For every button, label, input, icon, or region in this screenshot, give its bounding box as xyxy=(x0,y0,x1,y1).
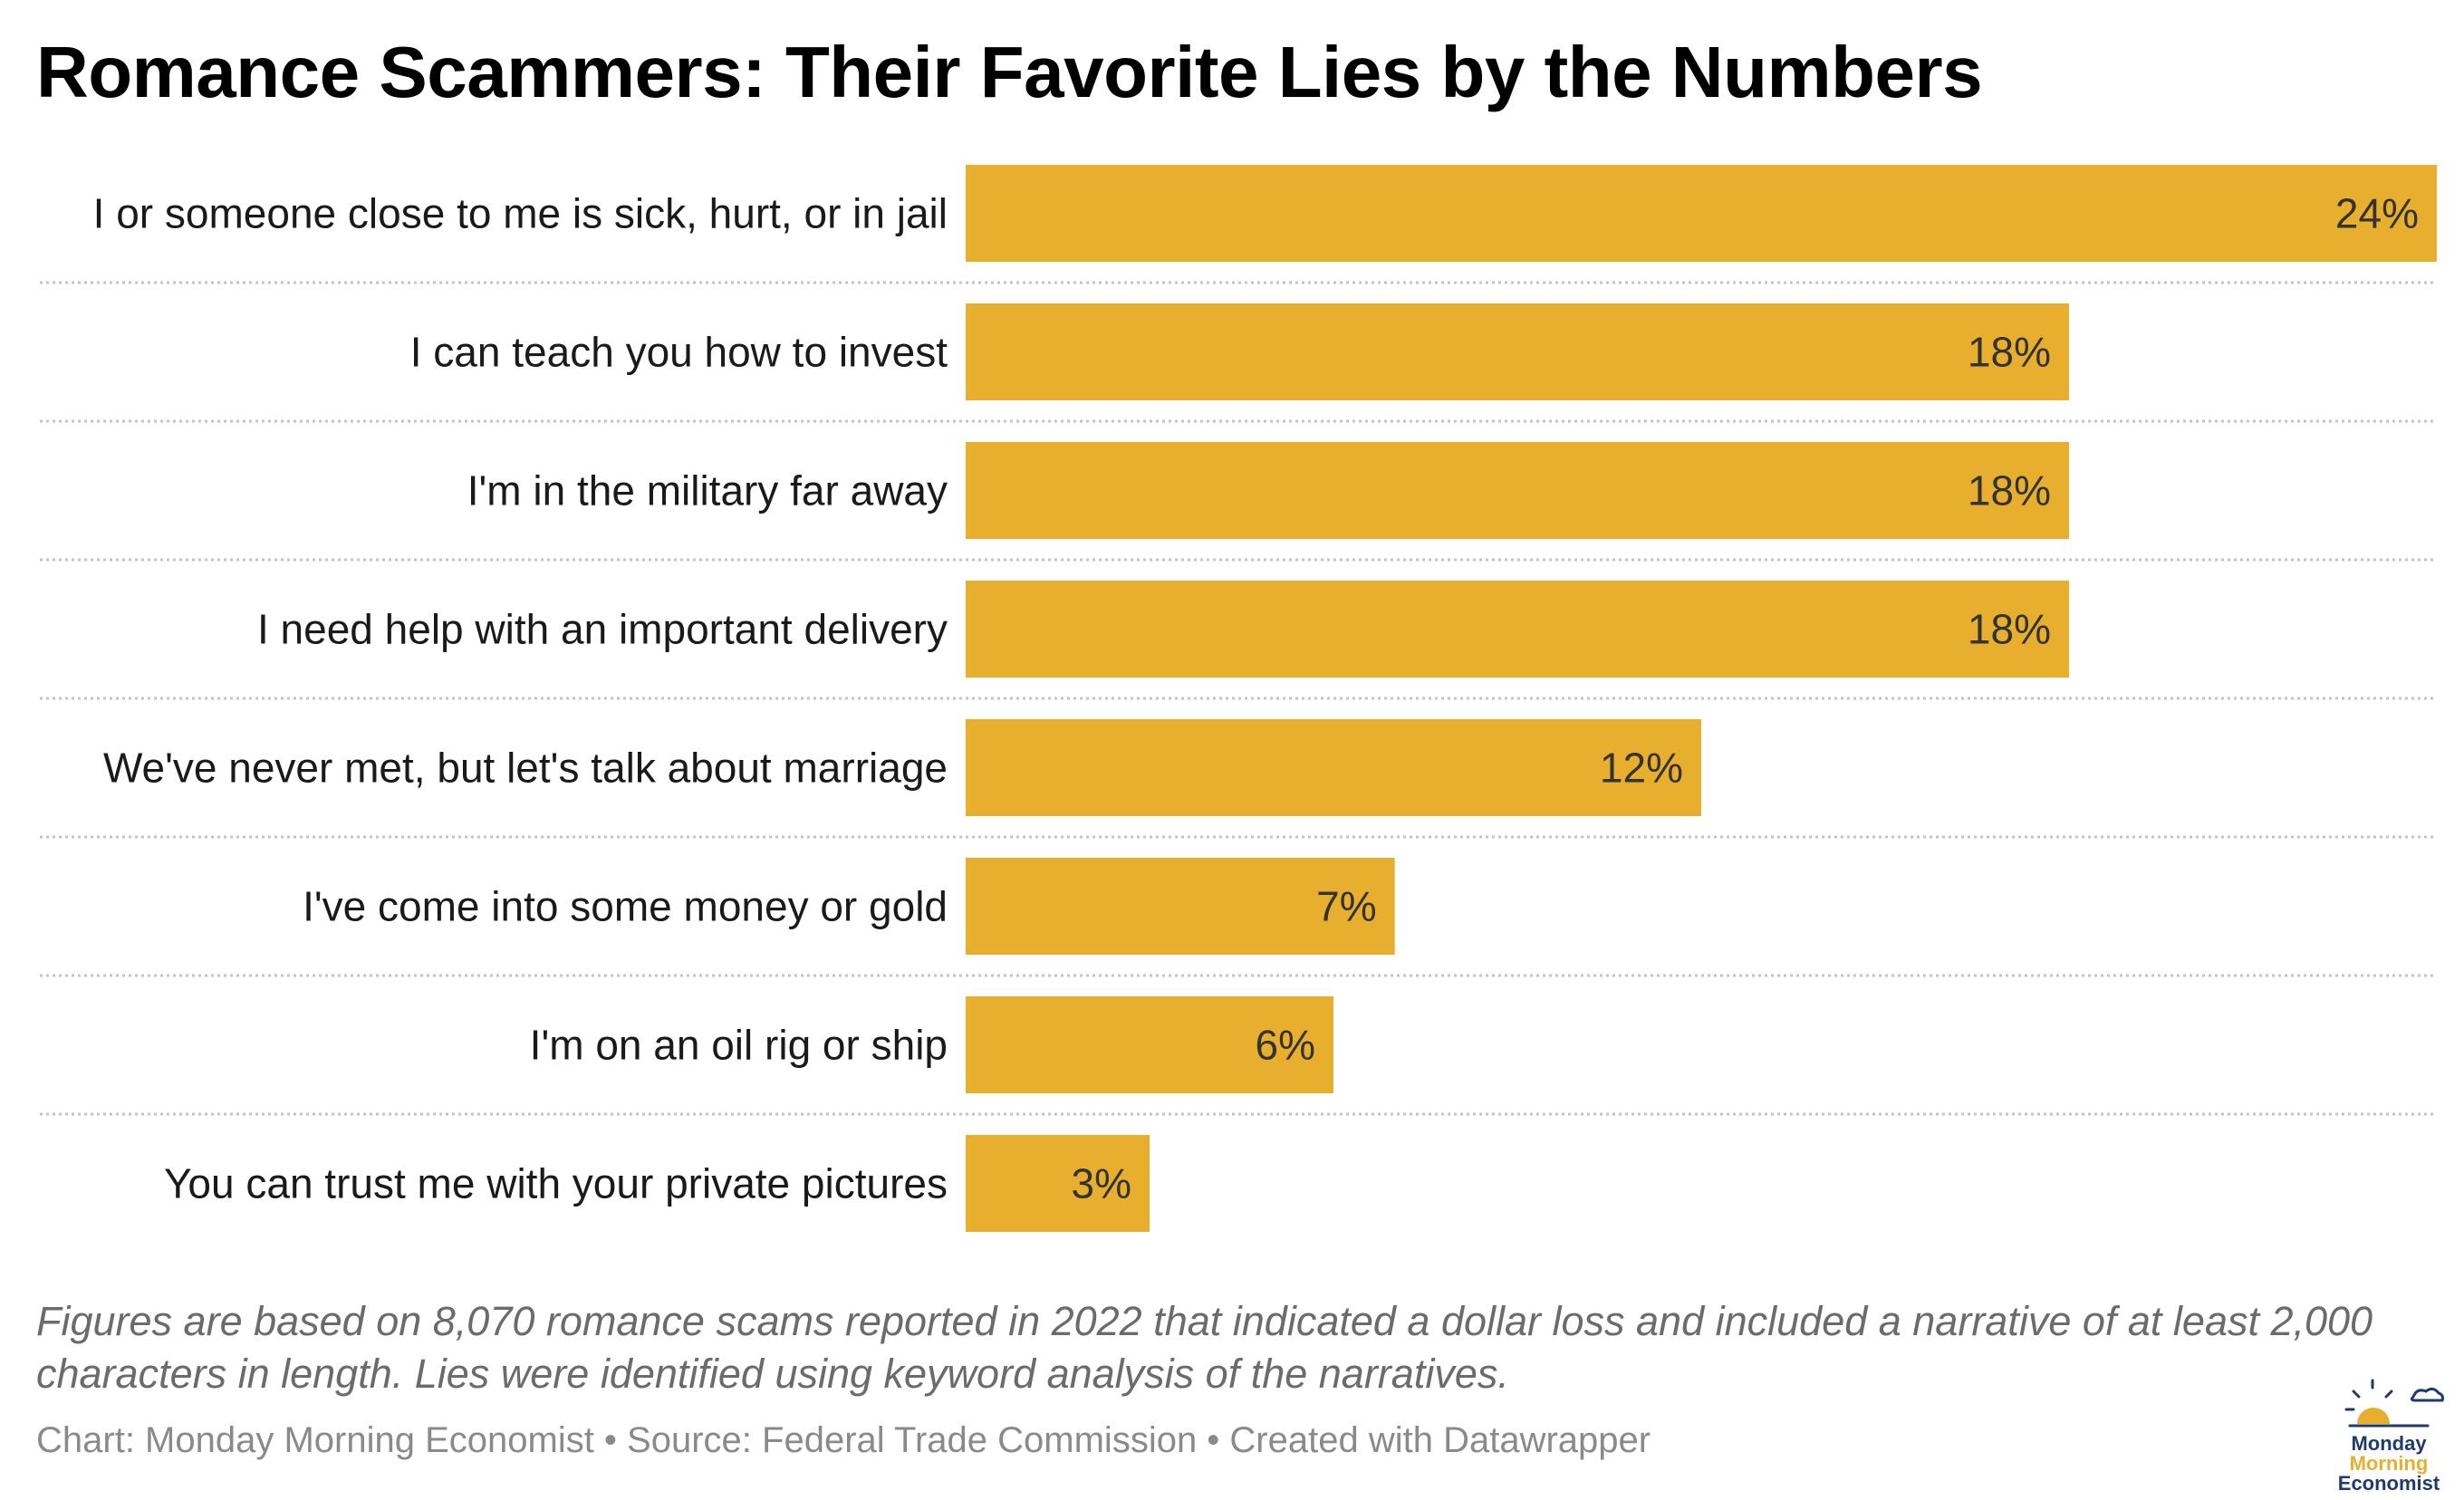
category-label: I'm in the military far away xyxy=(467,467,948,514)
bar-row: I or someone close to me is sick, hurt, … xyxy=(93,165,2437,262)
chart-note: Figures are based on 8,070 romance scams… xyxy=(36,1298,2373,1397)
bar-row: We've never met, but let's talk about ma… xyxy=(103,719,1701,816)
category-label: I'm on an oil rig or ship xyxy=(530,1022,948,1069)
bar xyxy=(966,719,1701,816)
brand-logo: Monday Morning Economist xyxy=(2330,1373,2448,1495)
value-label: 18% xyxy=(1968,606,2051,653)
sunrise-icon xyxy=(2344,1379,2444,1428)
category-label: I've come into some money or gold xyxy=(303,883,948,930)
value-label: 12% xyxy=(1600,745,1683,792)
bar-row: I'm on an oil rig or ship 6% xyxy=(530,996,1333,1093)
bar xyxy=(966,442,2069,539)
category-label: You can trust me with your private pictu… xyxy=(164,1160,948,1207)
value-label: 24% xyxy=(2335,190,2419,237)
logo-line-3: Economist xyxy=(2337,1472,2440,1495)
value-label: 18% xyxy=(1968,329,2051,376)
bar-row: I've come into some money or gold 7% xyxy=(303,858,1395,955)
bar-row: I'm in the military far away 18% xyxy=(467,442,2069,539)
value-label: 6% xyxy=(1256,1022,1315,1069)
bar-row: I need help with an important delivery 18… xyxy=(257,581,2069,678)
bar xyxy=(966,996,1333,1093)
value-label: 3% xyxy=(1072,1160,1131,1207)
bar-row: I can teach you how to invest 18% xyxy=(410,303,2069,400)
category-label: I can teach you how to invest xyxy=(410,329,948,376)
bar xyxy=(966,1135,1150,1232)
bar xyxy=(966,165,2437,262)
value-label: 7% xyxy=(1316,883,1376,930)
logo-line-1: Monday xyxy=(2351,1432,2427,1455)
category-label: I need help with an important delivery xyxy=(257,606,948,653)
chart-title: Romance Scammers: Their Favorite Lies by… xyxy=(36,32,1983,112)
value-label: 18% xyxy=(1968,467,2051,514)
bar xyxy=(966,303,2069,400)
logo-line-2: Morning xyxy=(2349,1452,2429,1475)
bar xyxy=(966,858,1395,955)
bar-row: You can trust me with your private pictu… xyxy=(164,1135,1150,1232)
bar-chart: I or someone close to me is sick, hurt, … xyxy=(40,165,2437,1232)
category-label: We've never met, but let's talk about ma… xyxy=(103,745,948,792)
category-label: I or someone close to me is sick, hurt, … xyxy=(93,190,948,237)
bar xyxy=(966,581,2069,678)
chart-credits: Chart: Monday Morning Economist • Source… xyxy=(36,1420,1651,1460)
